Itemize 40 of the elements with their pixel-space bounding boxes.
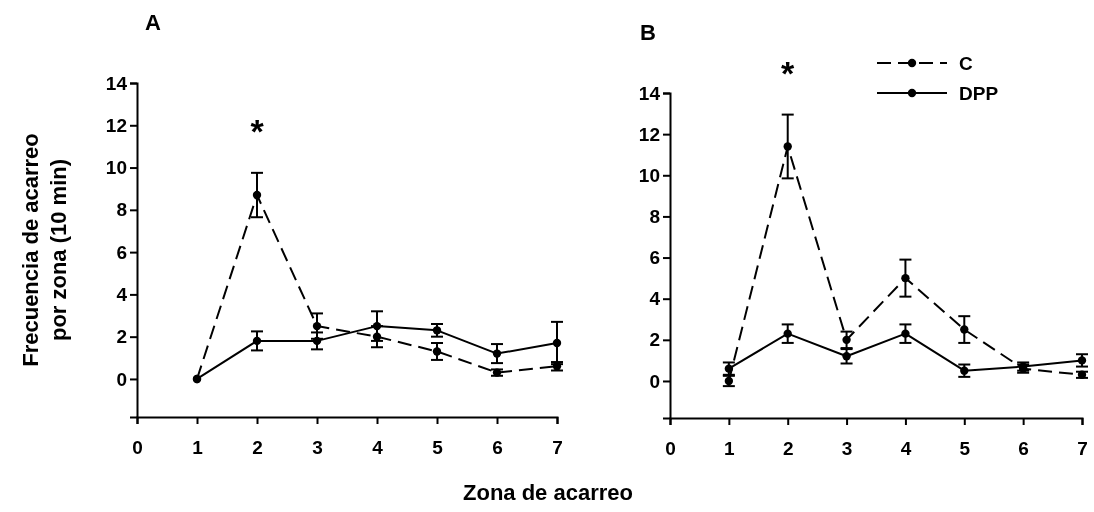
y-tick-label: 0 <box>116 368 127 390</box>
legend-label: C <box>959 53 973 74</box>
y-tick-label: 8 <box>649 206 660 227</box>
x-tick-label: 1 <box>724 437 736 459</box>
x-axis-title: Zona de acarreo <box>463 480 633 505</box>
x-tick-label: 6 <box>1018 437 1029 459</box>
x-tick-label: 0 <box>665 437 676 459</box>
y-tick-label: 12 <box>638 123 660 145</box>
x-tick-label: 7 <box>552 436 563 458</box>
y-tick-label: 14 <box>105 72 128 94</box>
y-tick-label: 6 <box>116 241 127 263</box>
x-tick-label: 7 <box>1077 437 1088 459</box>
y-tick-label: 2 <box>649 329 660 351</box>
y-tick-label: 12 <box>105 114 127 136</box>
y-tick-label: 2 <box>116 326 127 348</box>
x-tick-label: 6 <box>492 436 503 458</box>
x-tick-label: 4 <box>372 436 384 458</box>
text: * <box>781 53 796 92</box>
y-tick-label: 10 <box>638 164 660 186</box>
x-tick-label: 5 <box>432 436 444 458</box>
y-tick-label: 10 <box>105 157 127 179</box>
y-axis-title: Frecuencia de acarreo por zona (10 min) <box>18 133 71 367</box>
annotation: * <box>250 111 265 150</box>
y-tick-label: 6 <box>649 247 660 269</box>
chart-title: B <box>640 20 656 45</box>
x-tick-label: 4 <box>900 437 912 459</box>
chart-title: A <box>145 10 161 35</box>
y-tick-label: 14 <box>638 82 661 104</box>
legend-label: DPP <box>959 83 999 104</box>
x-tick-label: 0 <box>132 436 143 458</box>
x-tick-label: 2 <box>252 436 263 458</box>
y-tick-label: 4 <box>649 288 661 310</box>
x-tick-label: 1 <box>192 436 204 458</box>
x-tick-label: 3 <box>312 436 323 458</box>
y-tick-label: 0 <box>649 370 660 392</box>
x-tick-label: 3 <box>841 437 853 459</box>
y-tick-label: 8 <box>116 199 127 221</box>
x-tick-label: 5 <box>959 437 971 459</box>
x-tick-label: 2 <box>782 437 794 459</box>
y-tick-label: 4 <box>116 283 128 305</box>
